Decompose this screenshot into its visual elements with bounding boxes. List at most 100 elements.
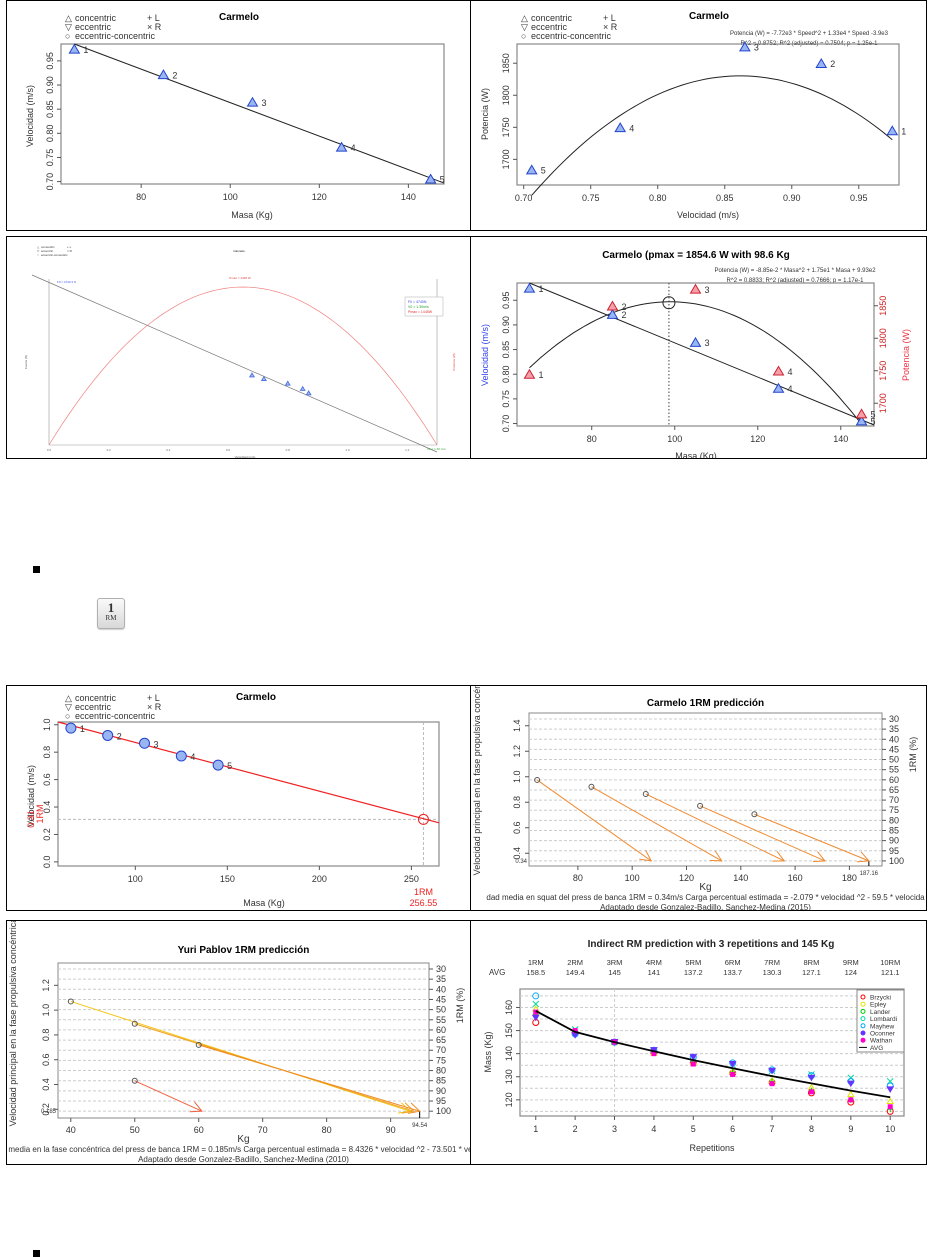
x-tick-label: 6 <box>730 1124 735 1134</box>
x-tick-label: 0.70 <box>515 193 533 203</box>
x-axis-label: Velocidad (m/s) <box>677 210 739 220</box>
x-tick-label: 150 <box>220 874 235 884</box>
footer-source: Adaptado desde Gonzalez-Badillo, Sanchez… <box>138 1155 349 1164</box>
rm-avg-value: 124 <box>845 968 858 977</box>
legend-item-L: + L <box>147 13 160 23</box>
x-tick-label: 0.95 <box>850 193 868 203</box>
x-tick-label: 40 <box>66 1125 76 1135</box>
chart-panel-1rm-lineal: △ concentric ▽ eccentric ○ eccentric-concentr… <box>6 685 471 911</box>
arrow-head <box>856 851 870 863</box>
rm-header: 6RM <box>725 958 741 967</box>
data-point <box>175 750 187 762</box>
y-tick-label: 1.0 <box>512 770 522 783</box>
legend-box <box>856 989 905 1053</box>
x-tick-label: 100 <box>667 434 682 444</box>
x-tick-label: 0.4 <box>166 448 171 452</box>
chart-panel-indirect-rm: Indirect RM prediction with 3 repetition… <box>470 920 927 1165</box>
legend-symbol-0: △ <box>521 13 528 23</box>
legend-symbol-1: ▽ <box>65 22 72 32</box>
pmax-annotation: Pmax = 1445 W <box>229 276 251 280</box>
chart-title: Indirect RM prediction with 3 repetition… <box>588 939 835 950</box>
data-point-label: 2 <box>117 731 122 741</box>
point-Wathan <box>769 1081 775 1087</box>
data-point <box>305 390 312 396</box>
data-point-label: 5 <box>227 761 232 771</box>
chart-fuerza-velocidad: △ concentric▽ eccentric○ eccentric-concentr… <box>24 245 456 458</box>
chart-panel-masa-velocidad-potencia: Carmelo (pmax = 1854.6 W with 98.6 Kg Pot… <box>470 236 927 459</box>
data-point-label: 3 <box>754 43 759 53</box>
rm-header: 5RM <box>685 958 701 967</box>
y-tick-label: 1.4 <box>512 719 522 732</box>
y-axis-label: Velocidad principal en la fase propulsiv… <box>8 921 18 1126</box>
y2-tick-label: 30 <box>889 714 899 724</box>
point-Wathan <box>887 1104 893 1110</box>
y-axis-label: Mass (Kg) <box>483 1031 493 1072</box>
data-point <box>588 783 595 790</box>
one-rm-button-number: 1 <box>107 600 115 615</box>
plot-area <box>516 282 875 427</box>
y2-tick-label: 80 <box>889 815 899 825</box>
arrow-head <box>812 851 826 863</box>
data-point <box>525 164 538 175</box>
data-point <box>131 1077 138 1084</box>
data-point <box>424 173 437 184</box>
legend-symbol <box>860 1023 866 1029</box>
data-point <box>102 729 114 741</box>
legend-item-L: + L <box>603 13 616 23</box>
y2-axis-label: Potencia (W) <box>452 353 456 370</box>
prediction-arrow <box>645 793 785 862</box>
y-tick-label: 0.75 <box>501 390 511 408</box>
legend-symbol-1: ▽ <box>65 702 72 712</box>
plot-area <box>519 988 905 1117</box>
data-point <box>534 776 541 783</box>
chart-panel-fuerza-velocidad: △ concentric ▽ eccentric ○ eccentric-concentr… <box>6 236 471 459</box>
x-tick-label: 8 <box>809 1124 814 1134</box>
legend-item-eccentric: eccentric <box>75 702 112 712</box>
chart-carmelo-1rm-prediccion: Carmelo 1RM predicción 303540455055606570… <box>472 686 925 910</box>
point-Wathan <box>651 1051 657 1057</box>
rm-header: 2RM <box>567 958 583 967</box>
x-tick-label: 80 <box>573 873 583 883</box>
data-point-label: 1 <box>83 45 88 55</box>
fit-line <box>74 43 445 184</box>
point-Oconner <box>846 1080 855 1088</box>
y2-axis-label: Potencia (W) <box>901 329 911 381</box>
stats-text: R^2 = 0.8833; R^2 (adjusted) = 0.7666; p… <box>727 278 865 284</box>
y-marker-label: 0.34 <box>515 859 527 865</box>
x-tick-label: 1.2 <box>405 448 410 452</box>
legend-box <box>404 296 444 317</box>
list-bullet <box>33 1250 40 1257</box>
legend-item-eccentric-concentric: eccentric-concentric <box>75 31 156 41</box>
point-Mayhew <box>532 992 540 1000</box>
one-rm-button-label: RM <box>105 614 117 622</box>
power-point-label: 4 <box>788 367 793 377</box>
one-rm-button[interactable]: 1 RM <box>97 598 125 629</box>
legend-item-R: × R <box>147 702 162 712</box>
x-tick-label: 5 <box>691 1124 696 1134</box>
legend-symbol-0: △ <box>65 13 72 23</box>
y2-tick-label: 45 <box>889 744 899 754</box>
legend-item-Lombardi: Lombardi <box>870 1016 897 1023</box>
data-point <box>246 96 259 107</box>
y-tick-label: 0.6 <box>512 821 522 834</box>
x-tick-label: 80 <box>322 1125 332 1135</box>
y2-tick-label: 1800 <box>878 328 888 348</box>
y2-tick-label: 85 <box>436 1076 446 1086</box>
y2-tick-label: 50 <box>436 1005 446 1015</box>
footer-formula: dad media en squat del press de banca 1R… <box>486 893 925 902</box>
y2-tick-label: 80 <box>436 1066 446 1076</box>
y2-tick-label: 65 <box>889 785 899 795</box>
chart-indirect-rm: Indirect RM prediction with 3 repetition… <box>483 939 905 1153</box>
velocity-point <box>523 282 536 293</box>
legend-symbol <box>860 994 866 1000</box>
rm-header: 3RM <box>607 958 623 967</box>
legend-item-Oconner: Oconner <box>870 1031 896 1038</box>
data-point-label: 1 <box>80 724 85 734</box>
data-point <box>284 380 291 386</box>
x-tick-label: 0.0 <box>47 448 52 452</box>
x-tick-label: 120 <box>312 192 327 202</box>
chart-panel-masa-velocidad: △ concentric ▽ eccentric ○ eccentric-concentr… <box>6 0 471 231</box>
x-tick-label: 0.8 <box>286 448 291 452</box>
point-Wathan <box>690 1061 696 1067</box>
x-tick-label: 50 <box>130 1125 140 1135</box>
